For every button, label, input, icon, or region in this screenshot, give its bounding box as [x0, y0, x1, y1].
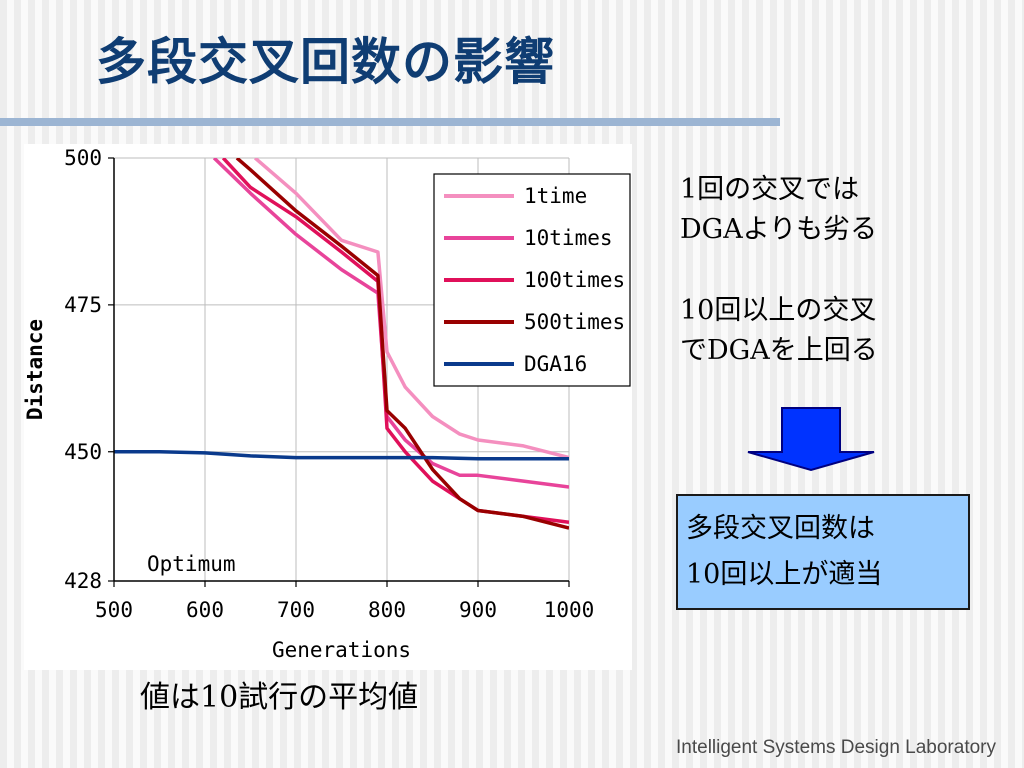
series-line-dga16: [114, 450, 569, 461]
chart-footnote: 値は10試行の平均値: [140, 680, 419, 715]
chart-panel: 500 600 700 800 900 1000 428 450 475 500 Generati…: [24, 144, 632, 670]
y-axis-title: Distance: [24, 319, 47, 420]
title-underline: [0, 118, 780, 126]
y-tick-label: 450: [64, 440, 102, 464]
y-tick-label: 428: [64, 569, 102, 593]
bullet-text-2: 10回以上の交叉 でDGAを上回る: [680, 291, 878, 371]
x-tick-label: 700: [277, 598, 315, 622]
series-line-1time: [253, 158, 569, 460]
bullet-2-line-1: 10回以上の交叉: [680, 295, 877, 326]
bullet-2-line-2: でDGAを上回る: [680, 335, 878, 366]
down-arrow-shape: [747, 407, 875, 472]
conclusion-box: 多段交叉回数は 10回以上が適当: [676, 494, 970, 610]
legend-label: 10times: [524, 226, 613, 250]
y-tick-label: 500: [64, 146, 102, 170]
x-tick-label: 600: [186, 598, 224, 622]
footer-lab-name: Intelligent Systems Design Laboratory: [676, 737, 996, 758]
bullet-1-line-2: DGAよりも劣る: [680, 214, 878, 245]
conclusion-line-2: 10回以上が適当: [686, 559, 883, 590]
down-arrow-icon: [747, 407, 875, 472]
series-line-10times: [212, 158, 569, 489]
x-tick-label: 1000: [544, 598, 595, 622]
conclusion-line-1: 多段交叉回数は: [686, 513, 875, 544]
optimum-annotation: Optimum: [147, 552, 236, 576]
page-title: 多段交叉回数の影響: [96, 33, 555, 91]
series-line-500times: [235, 158, 569, 530]
bullet-1-line-1: 1回の交叉では: [680, 174, 860, 205]
x-tick-label: 800: [368, 598, 406, 622]
y-tick-label: 475: [64, 293, 102, 317]
x-axis-title: Generations: [272, 638, 411, 662]
bullet-text-1: 1回の交叉では DGAよりも劣る: [680, 170, 877, 250]
legend-label: 1time: [524, 184, 587, 208]
x-tick-label: 500: [95, 598, 133, 622]
distance-chart: 500 600 700 800 900 1000 428 450 475 500 Generati…: [24, 146, 631, 662]
x-tick-label: 900: [459, 598, 497, 622]
legend-label: 500times: [524, 310, 625, 334]
legend-label: 100times: [524, 268, 625, 292]
legend-label: DGA16: [524, 352, 587, 376]
